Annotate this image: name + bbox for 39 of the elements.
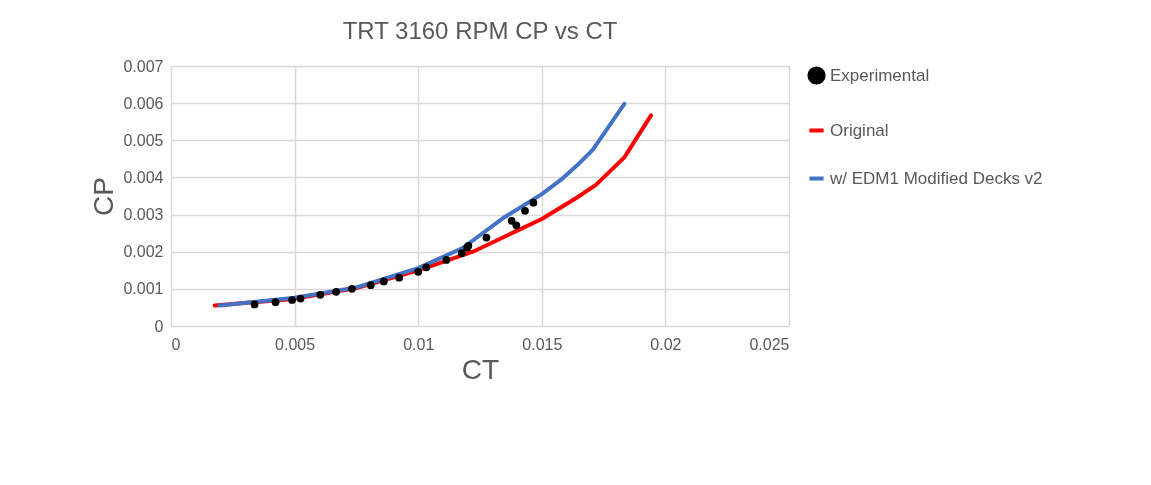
y-tick-label: 0.005 xyxy=(123,131,164,149)
y-tick-label: 0 xyxy=(154,317,164,335)
point xyxy=(271,298,280,307)
x-tick-label: 0.015 xyxy=(522,335,563,353)
point xyxy=(414,267,423,276)
legend-label: w/ EDM1 Modified Decks v2 xyxy=(829,168,1043,188)
point xyxy=(442,256,451,264)
point xyxy=(348,284,356,293)
point xyxy=(422,263,431,272)
y-tick-label: 0.001 xyxy=(123,280,164,298)
point xyxy=(482,233,491,242)
x-axis-title: CT xyxy=(461,353,500,385)
point xyxy=(288,296,296,304)
point xyxy=(395,273,404,282)
x-tick-label: 0 xyxy=(171,335,181,353)
point xyxy=(296,294,305,303)
legend-label: Original xyxy=(830,120,889,140)
point xyxy=(316,290,325,299)
y-tick-label: 0.003 xyxy=(123,206,164,224)
x-tick-label: 0.01 xyxy=(403,335,435,353)
y-axis-title: CP xyxy=(88,177,120,216)
point xyxy=(529,198,538,207)
point xyxy=(332,287,340,296)
point xyxy=(366,281,375,290)
point xyxy=(512,221,521,230)
x-tick-label: 0.025 xyxy=(749,335,790,353)
x-tick-label: 0.005 xyxy=(275,335,316,353)
y-tick-label: 0.007 xyxy=(123,57,164,75)
point xyxy=(250,300,259,309)
point xyxy=(521,206,529,215)
point xyxy=(507,217,516,225)
point xyxy=(379,277,388,286)
point xyxy=(457,249,466,258)
y-tick-label: 0.006 xyxy=(123,94,164,112)
y-tick-label: 0.002 xyxy=(123,243,164,261)
legend-label: Experimental xyxy=(830,65,930,85)
chart-title: TRT 3160 RPM CP vs CT xyxy=(342,17,618,44)
x-tick-label: 0.02 xyxy=(650,335,682,353)
y-tick-label: 0.004 xyxy=(123,168,164,186)
